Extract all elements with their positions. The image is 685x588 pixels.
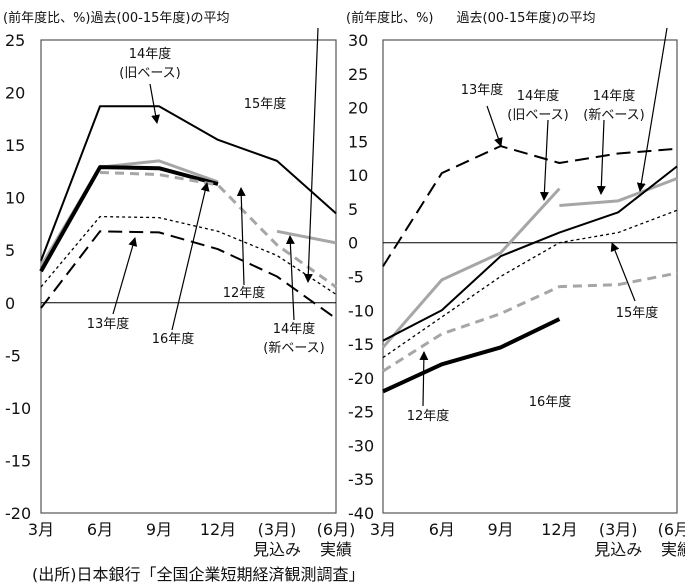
series-line: [382, 165, 678, 342]
y-axis-label: (前年度比、%): [346, 10, 434, 26]
y-tick-label: 10: [5, 189, 25, 208]
series-line: [382, 271, 678, 373]
series-line: [99, 170, 337, 289]
x-tick-label: 12月: [541, 520, 577, 539]
y-tick-label: -20: [5, 504, 31, 523]
annotation-label: 過去(00-15年度)の平均: [457, 10, 596, 26]
y-tick-label: 10: [348, 166, 368, 185]
y-tick-label: 25: [5, 31, 25, 50]
plot-frame-2: [382, 39, 678, 514]
y-tick-label: 15: [348, 132, 368, 151]
annotation-arrow: [596, 119, 606, 195]
y-tick-label: -30: [348, 436, 374, 455]
series-line: [559, 177, 678, 208]
annotation-label: 12年度: [407, 408, 450, 424]
x-tick-sublabel: 実績: [661, 540, 685, 559]
x-tick-label: 6月: [87, 520, 113, 539]
annotation-label: (新ベース): [583, 107, 645, 123]
annotation-arrow: [236, 187, 246, 286]
x-tick-label: 12月: [200, 520, 236, 539]
source-note: (出所)日本銀行「全国企業短期経済観測調査」: [32, 565, 365, 584]
annotation-arrow: [112, 237, 138, 315]
annotation-arrow: [149, 83, 161, 124]
x-tick-label: 9月: [146, 520, 172, 539]
x-tick-label: 3月: [28, 520, 54, 539]
series-line: [382, 209, 678, 359]
y-tick-label: 30: [348, 31, 368, 50]
series-line: [276, 229, 337, 245]
y-tick-label: -5: [5, 346, 21, 365]
annotation-label: 15年度: [616, 305, 659, 321]
plot-frame-1: [40, 39, 337, 514]
annotation-label: 14年度: [129, 46, 172, 62]
annotation-arrow: [285, 235, 295, 321]
annotation-label: 15年度: [244, 96, 287, 112]
series-line: [382, 317, 561, 394]
series-line: [40, 105, 337, 262]
y-tick-label: -25: [348, 403, 374, 422]
annotation-label: 14年度: [517, 88, 560, 104]
annotation-arrow: [636, 27, 668, 192]
annotation-label: (旧ベース): [119, 66, 181, 81]
annotation-arrow: [419, 351, 429, 407]
y-tick-label: 0: [348, 234, 358, 253]
x-tick-label: (6月): [317, 520, 356, 539]
annotation-label: 過去(00-15年度)の平均: [91, 10, 230, 26]
y-tick-label: -10: [348, 301, 374, 320]
x-tick-sublabel: 見込み: [253, 540, 301, 559]
series-line: [382, 145, 678, 267]
series-line: [39, 165, 219, 273]
y-axis-label: (前年度比、%): [3, 10, 91, 26]
annotation-label: 16年度: [529, 394, 572, 410]
y-tick-label: -15: [5, 451, 31, 470]
annotation-arrow: [171, 182, 210, 331]
x-tick-sublabel: 見込み: [594, 540, 642, 559]
y-tick-label: -15: [348, 335, 374, 354]
y-tick-label: 5: [5, 241, 15, 260]
annotation-label: (新ベース): [263, 340, 325, 356]
y-tick-label: -5: [348, 268, 364, 287]
y-tick-label: -20: [348, 369, 374, 388]
series-line: [40, 230, 337, 320]
x-tick-label: 6月: [429, 520, 455, 539]
annotation-arrow: [610, 242, 636, 302]
series-line: [40, 215, 337, 295]
x-tick-label: 3月: [370, 520, 396, 539]
x-tick-label: 9月: [488, 520, 514, 539]
annotation-label: 12年度: [223, 285, 266, 301]
annotation-label: 13年度: [461, 82, 504, 98]
annotation-label: (旧ベース): [507, 108, 569, 123]
annotation-arrow: [303, 27, 319, 283]
y-tick-label: -10: [5, 399, 31, 418]
y-tick-label: 0: [5, 294, 15, 313]
annotation-arrow: [486, 105, 503, 147]
y-tick-label: 15: [5, 136, 25, 155]
x-tick-label: (3月): [599, 520, 638, 539]
series-line: [381, 187, 561, 349]
x-tick-label: (3月): [258, 520, 297, 539]
y-tick-label: -35: [348, 470, 374, 489]
y-tick-label: 20: [5, 84, 25, 103]
y-tick-label: 20: [348, 99, 368, 118]
annotation-label: 14年度: [593, 88, 636, 104]
x-tick-sublabel: 実績: [320, 540, 352, 559]
y-tick-label: 25: [348, 65, 368, 84]
annotation-label: 14年度: [273, 321, 316, 337]
annotation-label: 13年度: [87, 316, 130, 332]
y-tick-label: 5: [348, 200, 358, 219]
y-tick-label: -40: [348, 504, 374, 523]
annotation-label: 16年度: [152, 331, 195, 347]
x-tick-label: (6月): [658, 520, 685, 539]
annotation-arrow: [539, 119, 549, 201]
